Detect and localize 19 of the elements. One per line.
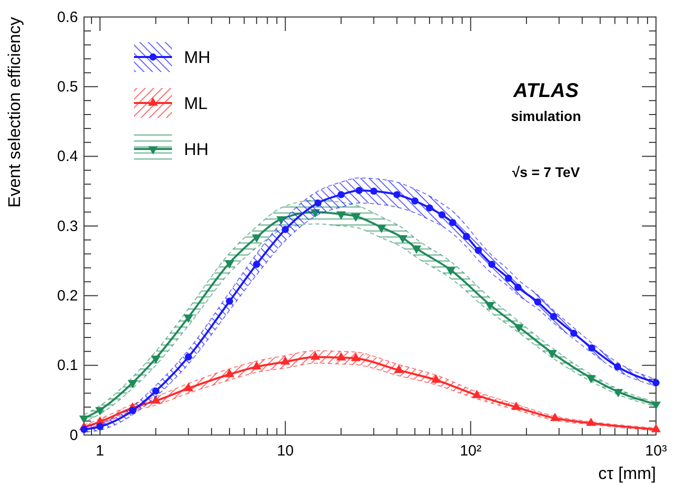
legend-label: HH — [184, 140, 209, 159]
y-tick-label: 0 — [70, 426, 78, 444]
y-tick-label: 0.2 — [57, 287, 78, 304]
annotation: simulation — [510, 108, 582, 124]
legend-label: ML — [184, 94, 208, 113]
annotation: ATLAS — [512, 80, 580, 102]
y-axis-title: Event selection efficiency — [5, 16, 24, 208]
x-axis-title: cτ [mm] — [598, 464, 656, 483]
x-tick-label: 10 — [276, 442, 294, 460]
y-tick-label: 0.6 — [57, 8, 78, 26]
y-tick-label: 0.3 — [57, 218, 78, 235]
legend-label: MH — [184, 48, 210, 67]
y-tick-label: 0.4 — [57, 148, 78, 166]
y-tick-label: 0.5 — [57, 78, 78, 96]
x-tick-label: 1 — [96, 442, 104, 460]
x-tick-label: 10³ — [645, 442, 667, 460]
x-tick-label: 10² — [460, 442, 482, 460]
annotation: √s = 7 TeV — [512, 164, 581, 180]
y-tick-label: 0.1 — [57, 357, 78, 374]
